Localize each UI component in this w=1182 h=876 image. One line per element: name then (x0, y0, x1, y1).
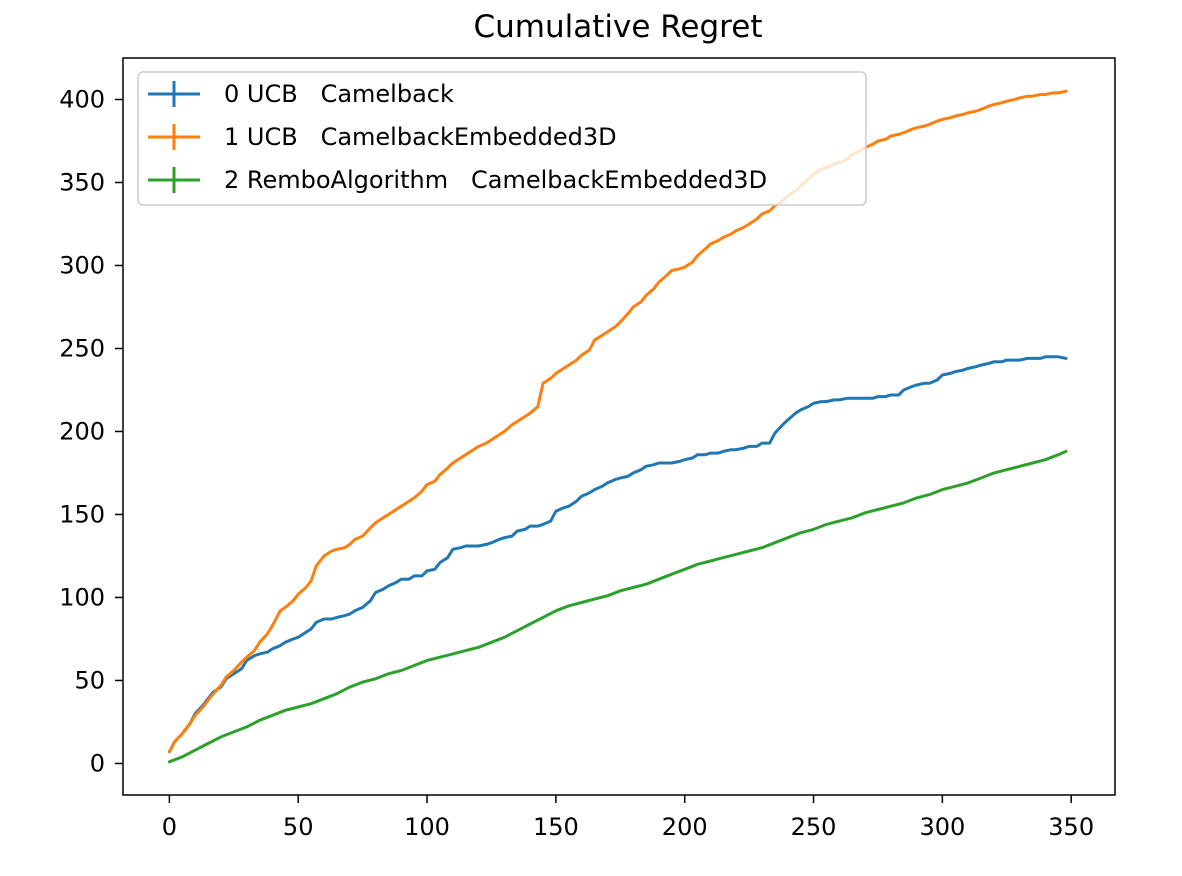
legend-label-0: 0 UCB Camelback (224, 80, 454, 108)
x-tick-label: 300 (919, 813, 965, 841)
y-tick-label: 350 (59, 168, 105, 196)
x-tick-label: 250 (791, 813, 837, 841)
x-axis: 0 50 100 150 200 250 300 350 (162, 795, 1094, 841)
y-tick-label: 200 (59, 417, 105, 445)
series-line-1 (167, 89, 1068, 754)
series-layer (167, 89, 1068, 764)
legend-box (137, 71, 867, 206)
x-tick-label: 50 (283, 813, 314, 841)
y-axis: 0 50 100 150 200 250 300 350 400 (59, 85, 123, 777)
y-tick-label: 0 (90, 749, 105, 777)
x-tick-label: 150 (533, 813, 579, 841)
y-tick-label: 250 (59, 334, 105, 362)
series-line-0 (167, 355, 1068, 754)
x-tick-label: 200 (662, 813, 708, 841)
legend: 0 UCB Camelback 1 UCB CamelbackEmbedded3D… (137, 71, 867, 206)
y-tick-label: 100 (59, 583, 105, 611)
y-tick-label: 50 (74, 666, 105, 694)
axes-frame (122, 57, 1116, 796)
legend-label-2: 2 RemboAlgorithm CamelbackEmbedded3D (224, 166, 767, 194)
x-tick-label: 350 (1048, 813, 1094, 841)
chart-title: Cumulative Regret (474, 9, 763, 45)
y-tick-label: 400 (59, 85, 105, 113)
x-tick-label: 0 (162, 813, 177, 841)
legend-label-1: 1 UCB CamelbackEmbedded3D (224, 123, 617, 151)
y-tick-label: 150 (59, 500, 105, 528)
series-line-2 (167, 449, 1068, 764)
x-tick-label: 100 (404, 813, 450, 841)
y-tick-label: 300 (59, 251, 105, 279)
